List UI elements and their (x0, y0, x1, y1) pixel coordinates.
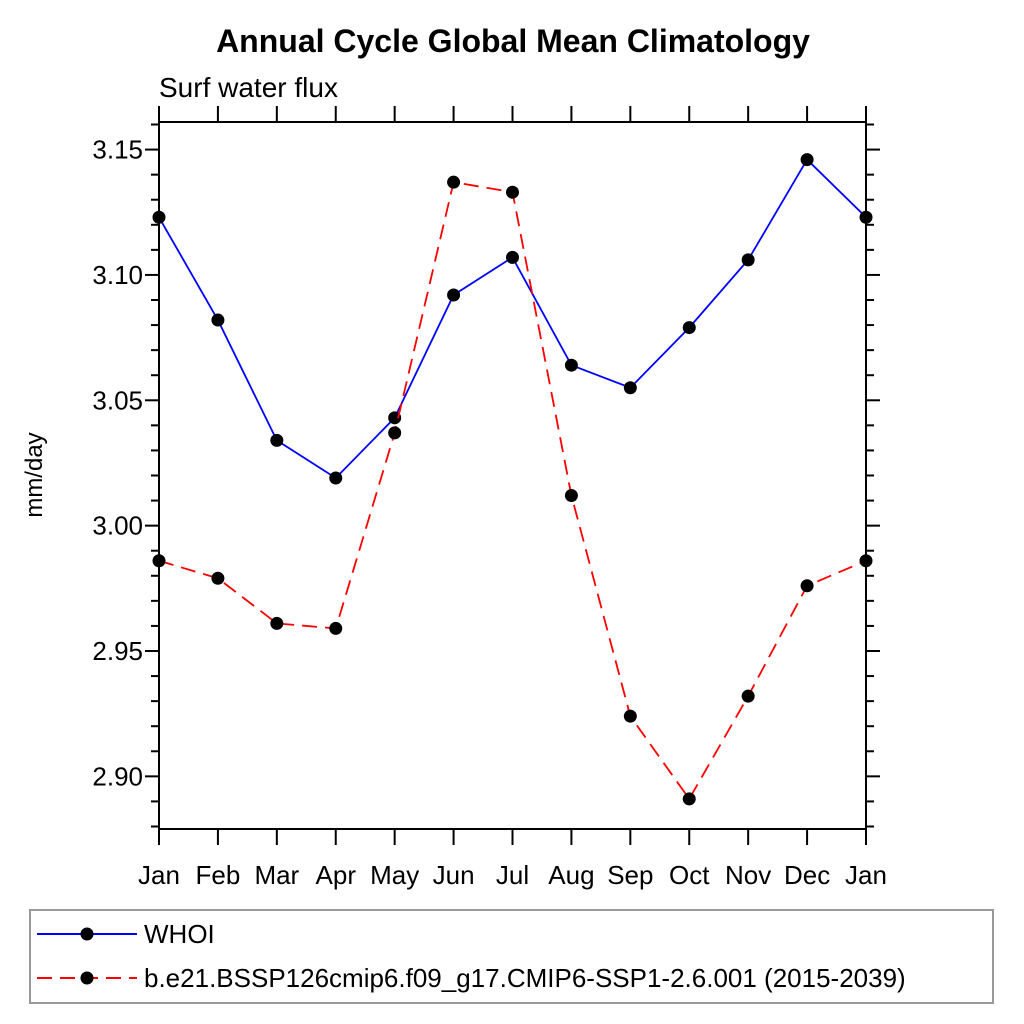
y-tick-label: 2.95 (92, 636, 143, 666)
legend-label: WHOI (144, 919, 215, 949)
data-point-marker (447, 175, 461, 189)
data-point-marker (388, 426, 402, 440)
y-axis-label: mm/day (21, 432, 48, 517)
legend-box: WHOI b.e21.BSSP126cmip6.f09_g17.CMIP6-SSP… (29, 909, 994, 1004)
y-tick-label: 3.15 (92, 135, 143, 165)
plot-frame (158, 121, 867, 830)
y-tick-labels: 2.90 2.95 3.00 3.05 3.10 3.15 (92, 135, 143, 792)
x-tick-labels: Jan Feb Mar Apr May Jun Jul Aug Sep Oct Nov Dec Jan (138, 860, 887, 890)
data-point-marker (447, 288, 461, 302)
legend-frame (29, 909, 994, 1004)
series-0 (152, 153, 873, 485)
x-tick-label: Aug (548, 860, 594, 890)
legend-marker (80, 971, 94, 985)
data-point-marker (682, 321, 696, 335)
y-tick-label: 2.90 (92, 761, 143, 791)
x-tick-label: Nov (725, 860, 771, 890)
chart-title: Annual Cycle Global Mean Climatology (216, 23, 810, 59)
legend-item: WHOI (37, 919, 215, 949)
data-point-marker (741, 253, 755, 267)
x-tick-label: Jul (496, 860, 529, 890)
data-point-marker (329, 621, 343, 635)
data-point-marker (800, 153, 814, 167)
y-tick-label: 3.00 (92, 511, 143, 541)
data-point-marker (623, 709, 637, 723)
axes-frame (158, 121, 867, 830)
data-point-marker (152, 210, 166, 224)
x-tick-label: Jun (433, 860, 475, 890)
legend-item: b.e21.BSSP126cmip6.f09_g17.CMIP6-SSP1-2.… (37, 963, 906, 993)
series-line (158, 158, 867, 480)
x-tick-label: Jan (138, 860, 180, 890)
data-point-marker (211, 313, 225, 327)
series-line (158, 181, 867, 801)
x-tick-label: Apr (316, 860, 357, 890)
legend-marker (80, 927, 94, 941)
x-tick-label: Oct (669, 860, 710, 890)
data-point-marker (859, 210, 873, 224)
data-point-marker (329, 471, 343, 485)
data-point-marker (506, 250, 519, 264)
x-tick-label: Mar (254, 860, 299, 890)
series-1 (152, 175, 873, 806)
legend-label: b.e21.BSSP126cmip6.f09_g17.CMIP6-SSP1-2.… (144, 963, 906, 993)
data-point-marker (564, 358, 578, 372)
x-tick-label: Dec (784, 860, 830, 890)
data-point-marker (506, 185, 519, 199)
data-point-marker (800, 579, 814, 593)
x-tick-label: Feb (196, 860, 241, 890)
data-point-marker (564, 489, 578, 503)
data-point-marker (270, 616, 284, 630)
x-tick-label: May (370, 860, 419, 890)
x-tick-label: Jan (845, 860, 887, 890)
y-tick-label: 3.10 (92, 260, 143, 290)
data-point-marker (623, 381, 637, 395)
data-point-marker (741, 689, 755, 703)
data-series (152, 153, 873, 806)
y-tick-label: 3.05 (92, 385, 143, 415)
data-point-marker (682, 792, 696, 806)
data-point-marker (270, 433, 284, 447)
x-tick-label: Sep (607, 860, 653, 890)
data-point-marker (211, 571, 225, 585)
chart-subtitle: Surf water flux (159, 72, 338, 103)
axis-ticks (145, 106, 880, 845)
data-point-marker (388, 411, 402, 425)
data-point-marker (152, 554, 166, 568)
data-point-marker (859, 554, 873, 568)
